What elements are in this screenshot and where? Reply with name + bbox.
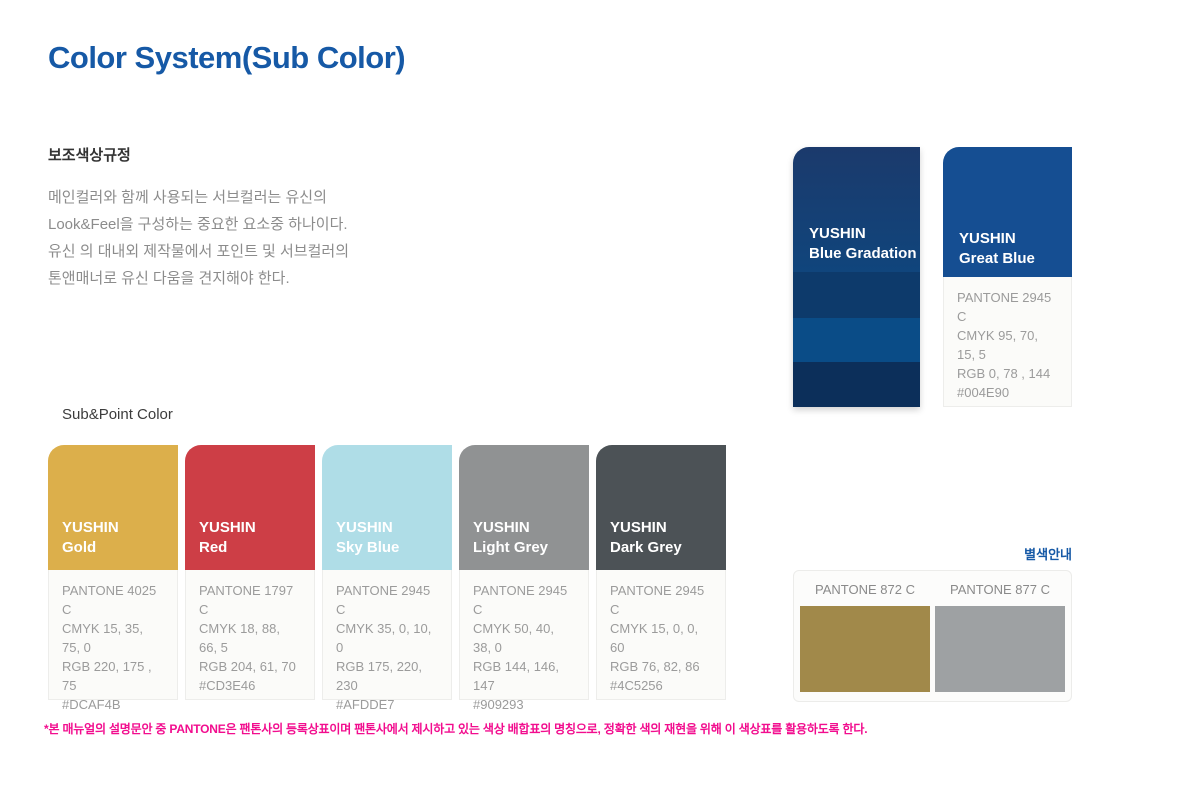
- blue-gradation-gradient: YUSHIN Blue Gradation: [793, 147, 920, 272]
- spec-hex: #4C5256: [610, 678, 663, 693]
- great-blue-swatch: YUSHIN Great Blue: [943, 147, 1072, 277]
- sky-blue-title: YUSHIN Sky Blue: [336, 518, 399, 558]
- gold-specs: PANTONE 4025 C CMYK 15, 35, 75, 0 RGB 22…: [48, 570, 178, 712]
- spec-rgb: RGB 204, 61, 70: [199, 659, 296, 674]
- light-grey-swatch: YUSHIN Light Grey: [459, 445, 589, 570]
- gradation-band-2: [793, 318, 920, 362]
- dark-grey-swatch: YUSHIN Dark Grey: [596, 445, 726, 570]
- pantone-872-swatch: [800, 606, 930, 692]
- paragraph-line: 유신 의 대내외 제작물에서 포인트 및 서브컬러의: [48, 243, 350, 260]
- red-title: YUSHIN Red: [199, 518, 256, 558]
- great-blue-card: YUSHIN Great Blue PANTONE 2945 C CMYK 95…: [943, 147, 1072, 407]
- spot-color-card: PANTONE 872 C PANTONE 877 C: [793, 570, 1072, 702]
- sub-point-cards-row: YUSHIN Gold PANTONE 4025 C CMYK 15, 35, …: [48, 445, 726, 712]
- color-card-red: YUSHIN Red PANTONE 1797 C CMYK 18, 88, 6…: [185, 445, 315, 700]
- spec-hex: #AFDDE7: [336, 697, 395, 712]
- dark-grey-title: YUSHIN Dark Grey: [610, 518, 682, 558]
- swatch-color-name: Light Grey: [473, 539, 549, 556]
- spec-pantone: PANTONE 2945 C: [957, 290, 1052, 324]
- pantone-872-label: PANTONE 872 C: [815, 582, 915, 597]
- swatch-brand-line: YUSHIN: [610, 519, 667, 536]
- spec-pantone: PANTONE 1797 C: [199, 583, 294, 617]
- spec-cmyk: CMYK 50, 40, 38, 0: [473, 621, 554, 655]
- red-specs: PANTONE 1797 C CMYK 18, 88, 66, 5 RGB 20…: [185, 570, 315, 700]
- swatch-brand-line: YUSHIN: [62, 519, 119, 536]
- great-blue-title: YUSHIN Great Blue: [959, 229, 1035, 269]
- spec-cmyk: CMYK 15, 0, 0, 60: [610, 621, 699, 655]
- spec-hex: #CD3E46: [199, 678, 256, 693]
- swatch-brand-line: YUSHIN: [809, 225, 866, 242]
- pantone-footnote: *본 매뉴얼의 설명문안 중 PANTONE은 팬톤사의 등록상표이며 팬톤사에…: [44, 722, 868, 736]
- swatch-color-name: Great Blue: [959, 250, 1035, 267]
- swatch-color-name: Dark Grey: [610, 539, 682, 556]
- paragraph-line: 톤앤매너로 유신 다움을 견지해야 한다.: [48, 270, 290, 287]
- spec-hex: #909293: [473, 697, 524, 712]
- spec-rgb: RGB 76, 82, 86: [610, 659, 700, 674]
- red-swatch: YUSHIN Red: [185, 445, 315, 570]
- spec-pantone: PANTONE 4025 C: [62, 583, 157, 617]
- spec-rgb: RGB 0, 78 , 144: [957, 366, 1051, 381]
- color-card-gold: YUSHIN Gold PANTONE 4025 C CMYK 15, 35, …: [48, 445, 178, 712]
- paragraph-line: Look&Feel을 구성하는 중요한 요소중 하나이다.: [48, 216, 348, 233]
- spec-hex: #DCAF4B: [62, 697, 121, 712]
- color-card-dark-grey: YUSHIN Dark Grey PANTONE 2945 C CMYK 15,…: [596, 445, 726, 700]
- gold-swatch: YUSHIN Gold: [48, 445, 178, 570]
- color-card-light-grey: YUSHIN Light Grey PANTONE 2945 C CMYK 50…: [459, 445, 589, 712]
- swatch-brand-line: YUSHIN: [199, 519, 256, 536]
- gradation-band-1: [793, 272, 920, 318]
- pantone-877-swatch: [935, 606, 1065, 692]
- swatch-brand-line: YUSHIN: [473, 519, 530, 536]
- spec-rgb: RGB 220, 175 , 75: [62, 659, 152, 693]
- spec-pantone: PANTONE 2945 C: [336, 583, 431, 617]
- spec-cmyk: CMYK 95, 70, 15, 5: [957, 328, 1038, 362]
- spot-col-877: PANTONE 877 C: [935, 571, 1065, 701]
- blue-gradation-card: YUSHIN Blue Gradation: [793, 147, 920, 407]
- swatch-color-name: Gold: [62, 539, 97, 556]
- spec-rgb: RGB 144, 146, 147: [473, 659, 559, 693]
- swatch-color-name: Blue Gradation: [809, 245, 917, 262]
- spec-pantone: PANTONE 2945 C: [610, 583, 705, 617]
- swatch-color-name: Red: [199, 539, 228, 556]
- swatch-brand-line: YUSHIN: [336, 519, 393, 536]
- spot-color-guide-label: 별색안내: [1024, 547, 1072, 562]
- swatch-brand-line: YUSHIN: [959, 230, 1016, 247]
- light-grey-title: YUSHIN Light Grey: [473, 518, 548, 558]
- color-card-sky-blue: YUSHIN Sky Blue PANTONE 2945 C CMYK 35, …: [322, 445, 452, 712]
- spec-cmyk: CMYK 18, 88, 66, 5: [199, 621, 280, 655]
- sub-color-rule-heading: 보조색상규정: [48, 147, 131, 164]
- dark-grey-specs: PANTONE 2945 C CMYK 15, 0, 0, 60 RGB 76,…: [596, 570, 726, 700]
- light-grey-specs: PANTONE 2945 C CMYK 50, 40, 38, 0 RGB 14…: [459, 570, 589, 712]
- gradation-band-3: [793, 362, 920, 407]
- spec-cmyk: CMYK 15, 35, 75, 0: [62, 621, 143, 655]
- page-title: Color System(Sub Color): [48, 40, 406, 75]
- spot-col-872: PANTONE 872 C: [800, 571, 930, 701]
- sub-point-color-label: Sub&Point Color: [62, 406, 173, 423]
- spec-hex: #004E90: [957, 385, 1010, 400]
- spec-cmyk: CMYK 35, 0, 10, 0: [336, 621, 432, 655]
- paragraph-line: 메인컬러와 함께 사용되는 서브컬러는 유신의: [48, 189, 327, 206]
- sub-color-rule-paragraph: 메인컬러와 함께 사용되는 서브컬러는 유신의 Look&Feel을 구성하는 …: [48, 184, 378, 292]
- swatch-color-name: Sky Blue: [336, 539, 400, 556]
- spec-rgb: RGB 175, 220, 230: [336, 659, 422, 693]
- blue-gradation-title: YUSHIN Blue Gradation: [809, 224, 917, 264]
- pantone-877-label: PANTONE 877 C: [950, 582, 1050, 597]
- spec-pantone: PANTONE 2945 C: [473, 583, 568, 617]
- gold-title: YUSHIN Gold: [62, 518, 119, 558]
- great-blue-specs: PANTONE 2945 C CMYK 95, 70, 15, 5 RGB 0,…: [943, 277, 1072, 407]
- sky-blue-specs: PANTONE 2945 C CMYK 35, 0, 10, 0 RGB 175…: [322, 570, 452, 712]
- sky-blue-swatch: YUSHIN Sky Blue: [322, 445, 452, 570]
